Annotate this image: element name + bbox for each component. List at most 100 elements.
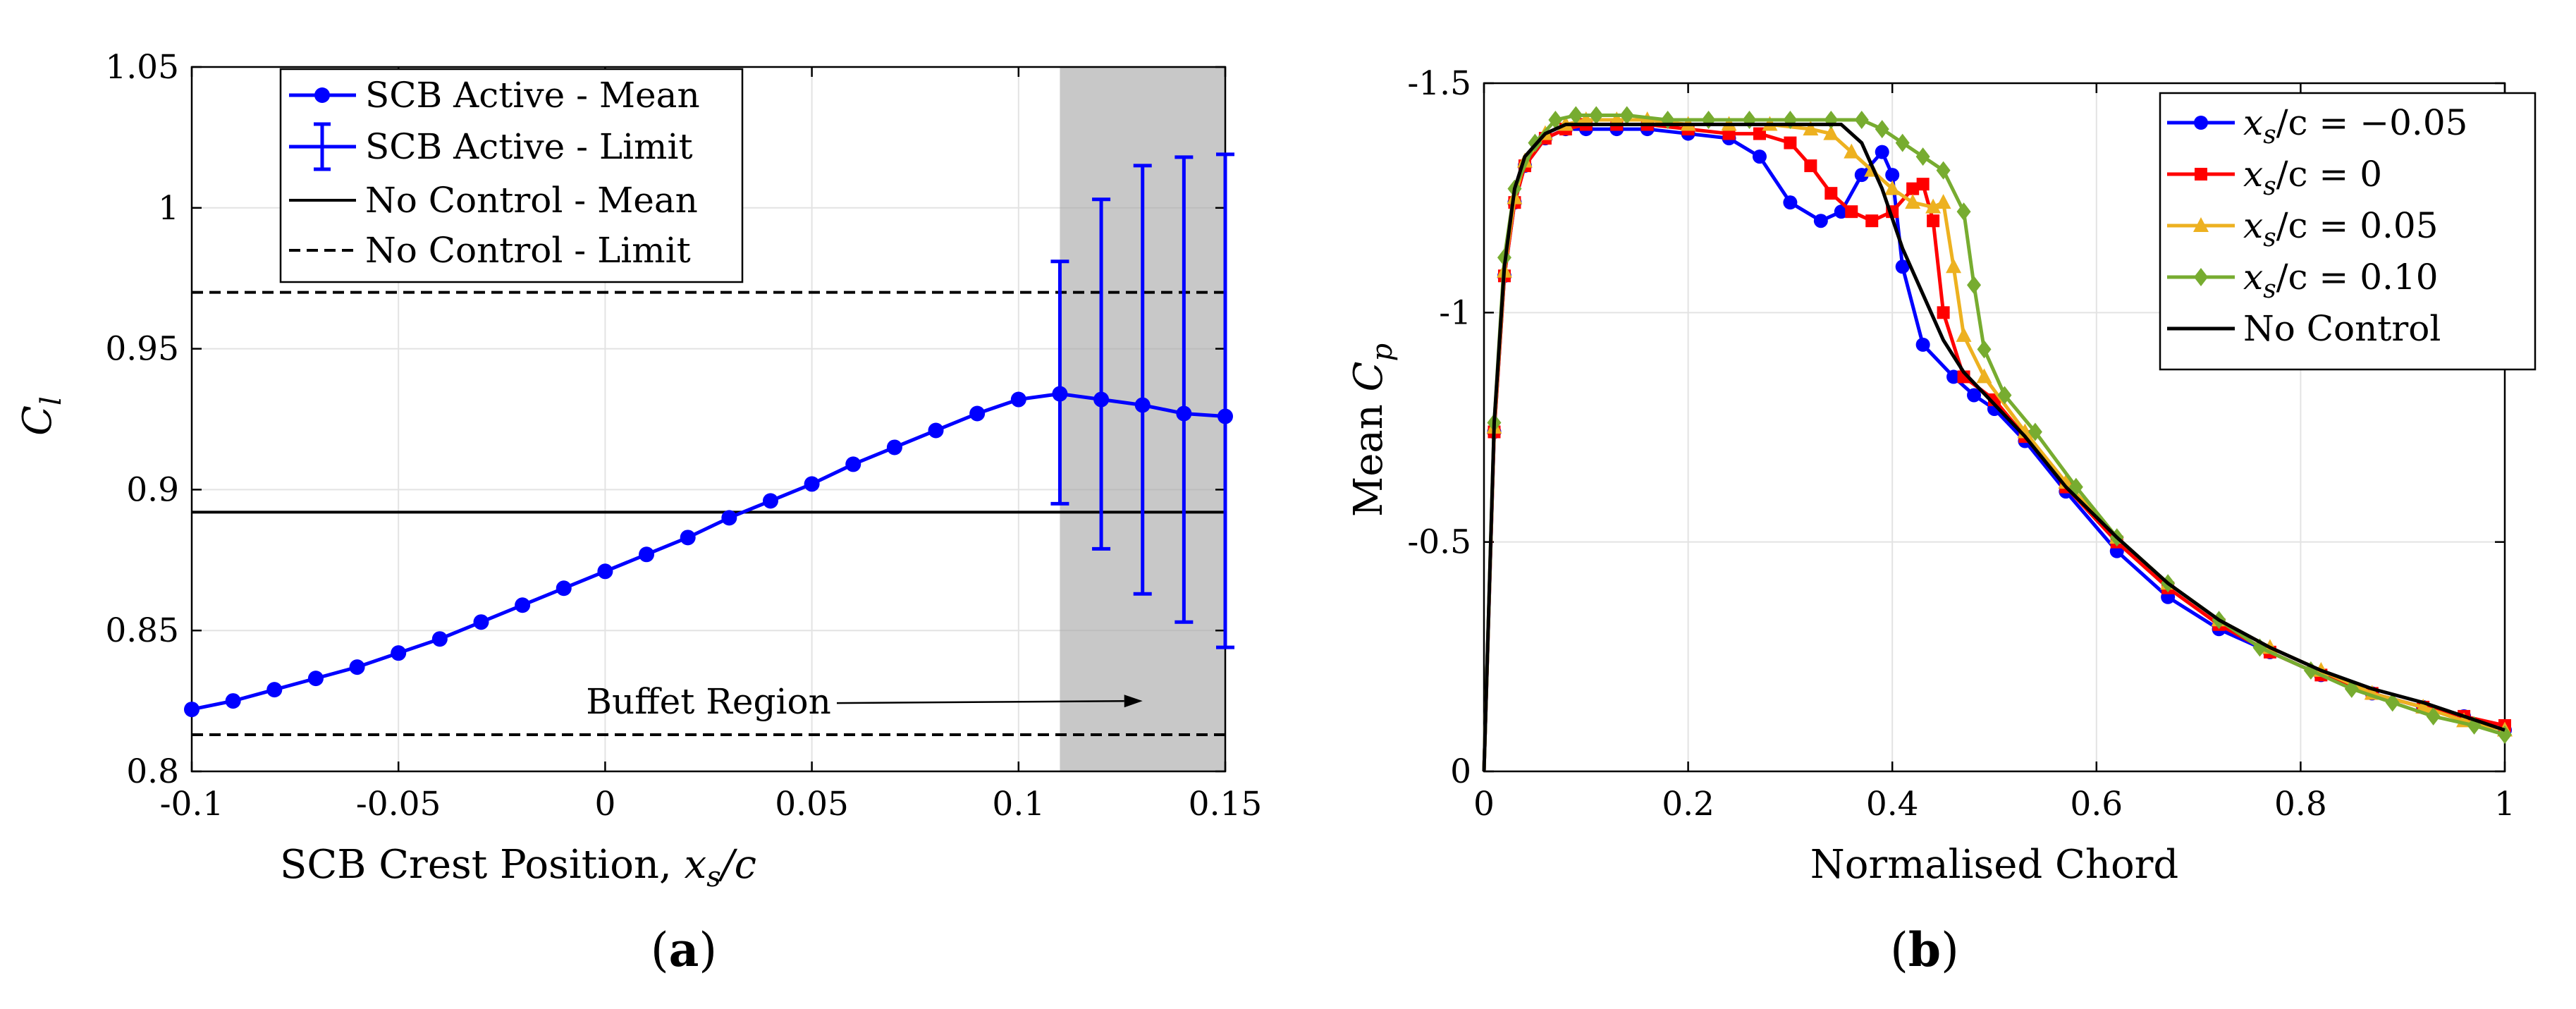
panel-a-legend-box [279, 68, 744, 283]
panel-a-x-axis-label: SCB Crest Position, xs/c [280, 842, 756, 893]
panel-a-ytick-label: 0.9 [126, 470, 179, 509]
cp-point-xs-010 [1875, 120, 1889, 139]
scb-mean-point [1176, 405, 1192, 422]
scb-mean-point [969, 405, 986, 422]
legend-marker-xs-0 [2195, 168, 2207, 181]
cp-point-xs-005 [1609, 111, 1625, 127]
cp-point-xs-005 [2058, 474, 2074, 489]
cp-point-xs-010 [2426, 707, 2441, 726]
panel-b-ytick-label: -1 [1439, 293, 1471, 332]
panel-a-ytick-label: 1.05 [105, 48, 179, 87]
panel-b-chart: 0 0.2 0.4 0.6 0.8 1 -1.5 -1 -0.5 0 Mean Cp Normal… [1346, 64, 2537, 977]
buffet-region-arrowhead [1124, 695, 1143, 708]
cp-point-xs-0 [1784, 136, 1797, 149]
cp-point-xs-005 [1905, 194, 1921, 209]
legend-label-scb-mean: SCB Active - Mean [365, 75, 700, 116]
panel-b-xtick-label: 0.6 [2070, 785, 2123, 824]
cp-point-xs-010 [1589, 106, 1604, 125]
scb-mean-point [349, 659, 365, 675]
cp-point-xs-minus-005 [1885, 168, 1900, 183]
cp-point-xs-010 [1895, 133, 1910, 152]
cp-point-xs-005 [1956, 326, 1972, 342]
buffet-region-arrow [836, 700, 1124, 704]
cp-point-xs-minus-005 [1967, 388, 1982, 403]
panel-b-ytick-label: -1.5 [1407, 64, 1471, 103]
panel-b-xtick-label: 0.2 [1662, 785, 1715, 824]
scb-mean-point [225, 693, 241, 709]
legend-label-xs-010: xs/c = 0.10 [2243, 257, 2439, 304]
panel-a-legend: SCB Active - Mean SCB Active - Limit No … [279, 68, 744, 283]
panel-a-chart: -0.1 -0.05 0 0.05 0.1 0.15 0.8 0.85 0.9 0.95 1 1.05… [15, 48, 1262, 977]
scb-mean-point [639, 546, 655, 563]
cp-point-xs-010 [1548, 111, 1563, 130]
cp-point-xs-minus-005 [1834, 204, 1848, 219]
panel-a-xtick-label: 0 [594, 785, 615, 824]
cp-point-xs-005 [1578, 111, 1594, 127]
cp-point-xs-minus-005 [1946, 369, 1961, 384]
panel-b-ytick-label: -0.5 [1407, 523, 1471, 562]
legend-label-nocontrol-mean: No Control - Mean [365, 180, 698, 221]
legend-marker-xs-005 [2193, 217, 2209, 232]
scb-mean-point [391, 645, 407, 661]
scb-mean-point [1093, 391, 1110, 408]
cp-point-xs-010 [2385, 693, 2400, 712]
cp-point-xs-0 [1865, 214, 1879, 228]
panel-a-xtick-label: 0.1 [992, 785, 1045, 824]
cp-point-xs-005 [1935, 194, 1951, 209]
panel-a-ytick-label: 0.8 [126, 752, 179, 791]
legend-label-xs-005: xs/c = 0.05 [2243, 205, 2439, 252]
panel-a-xtick-label: 0.15 [1189, 785, 1263, 824]
scb-mean-point [1052, 386, 1068, 402]
panel-a-ticks: -0.1 -0.05 0 0.05 0.1 0.15 0.8 0.85 0.9 0.95 1 1.05 [105, 48, 1262, 824]
scb-mean-point [473, 614, 489, 630]
cp-point-xs-minus-005 [1895, 259, 1910, 274]
scb-mean-point [1134, 397, 1151, 413]
cp-point-xs-005 [1925, 198, 1942, 214]
cp-point-xs-010 [1956, 202, 1971, 221]
legend-entry-scb-mean: SCB Active - Mean [289, 75, 700, 116]
panel-a-ytick-label: 0.95 [105, 330, 179, 369]
scb-mean-point [307, 671, 324, 687]
panel-b-series [1482, 106, 2513, 772]
scb-mean-point [515, 597, 531, 613]
cp-point-xs-0 [1916, 178, 1930, 191]
cp-point-xs-010 [1977, 340, 1992, 359]
panel-b-xtick-label: 0.8 [2274, 785, 2327, 824]
cp-point-xs-005 [1884, 180, 1901, 195]
cp-point-xs-005 [1946, 258, 1962, 274]
cp-point-xs-010 [1619, 106, 1634, 125]
cp-line-no-control [1482, 123, 2506, 772]
cp-point-xs-005 [1844, 143, 1860, 159]
buffet-region-label: Buffet Region [586, 681, 831, 722]
panel-b-legend-box [2159, 92, 2537, 371]
panel-a-xtick-label: -0.1 [160, 785, 224, 824]
scb-mean-point [184, 702, 200, 718]
legend-marker-xs-010 [2194, 268, 2208, 286]
panel-a-xtick-label: 0.05 [775, 785, 849, 824]
panel-b-axes-box [1483, 82, 2506, 773]
legend-entry-nocontrol-limit: No Control - Limit [289, 230, 691, 271]
panel-b-caption: (b) [1890, 922, 1959, 977]
buffet-region-annotation: Buffet Region [586, 681, 1143, 722]
scb-mean-point [1218, 408, 1233, 424]
cp-point-xs-minus-005 [1752, 149, 1767, 164]
scb-mean-point [804, 476, 820, 492]
cp-point-xs-005 [1976, 368, 1992, 384]
scb-mean-point [680, 530, 696, 546]
panel-b-ytick-label: 0 [1450, 752, 1471, 791]
cp-point-xs-005 [1803, 121, 1819, 136]
cp-point-xs-010 [1569, 106, 1583, 125]
cp-point-xs-0 [1937, 306, 1950, 319]
panel-a-ytick-label: 0.85 [105, 611, 179, 650]
panel-a-y-axis-label: Cl [15, 396, 68, 436]
panel-a-xtick-label: -0.05 [356, 785, 441, 824]
panel-b-y-axis-label: Mean Cp [1346, 343, 1399, 517]
panel-a-series [184, 152, 1234, 737]
panel-b-xtick-label: 0 [1473, 785, 1495, 824]
cp-point-xs-minus-005 [1915, 337, 1930, 352]
cp-point-xs-010 [1997, 386, 2012, 405]
cp-point-xs-minus-005 [1854, 168, 1869, 183]
cp-point-xs-010 [1854, 111, 1869, 130]
cp-point-xs-0 [1804, 159, 1817, 173]
